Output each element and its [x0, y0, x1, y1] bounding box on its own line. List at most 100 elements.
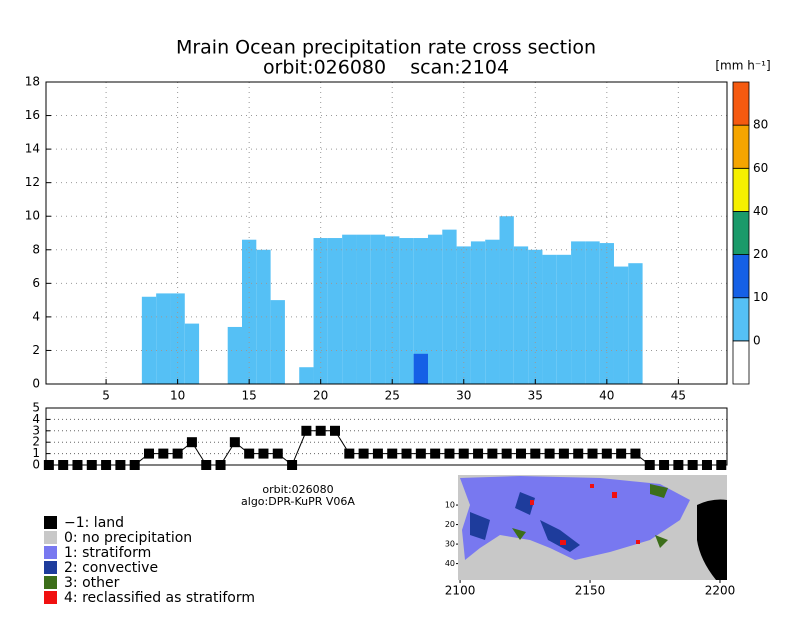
x-tick-label: 2100	[445, 584, 476, 598]
map-image	[458, 475, 727, 580]
y-tick-label: 20	[445, 520, 455, 529]
colorbar-label: 10	[753, 290, 768, 304]
y-tick-label: 6	[32, 276, 40, 290]
x-tick-label: 15	[242, 389, 257, 403]
y-tick-label: 30	[445, 540, 455, 549]
y-tick-label: 1	[32, 446, 40, 460]
colorbar-segment	[732, 340, 750, 385]
rain-column	[170, 293, 185, 384]
type-marker	[430, 448, 441, 459]
colorbar-segment	[732, 81, 750, 126]
rain-column	[227, 326, 243, 384]
chart-subtitle: orbit:026080 scan:2104	[263, 57, 509, 79]
y-tick-label: 4	[32, 309, 40, 323]
type-marker	[530, 448, 541, 459]
rain-column	[528, 249, 543, 384]
rain-column	[413, 238, 428, 384]
legend-label: 4: reclassified as stratiform	[64, 590, 255, 606]
type-marker	[229, 437, 240, 448]
rain-column	[571, 241, 586, 384]
colorbar-segment	[732, 124, 750, 169]
type-marker	[272, 448, 283, 459]
rain-column	[399, 238, 414, 384]
legend-label: 3: other	[64, 575, 120, 591]
colorbar-label: 60	[753, 161, 768, 175]
y-tick-label: 14	[25, 142, 40, 156]
x-tick-label: 30	[456, 389, 471, 403]
type-marker	[401, 448, 412, 459]
rain-column	[242, 239, 257, 384]
x-tick-label: 40	[599, 389, 614, 403]
rain-column	[299, 367, 314, 384]
legend-swatch	[44, 546, 57, 559]
rain-column	[628, 263, 643, 384]
rain-column	[313, 238, 328, 384]
type-marker	[573, 448, 584, 459]
type-marker	[301, 425, 312, 436]
y-tick-label: 2	[32, 343, 40, 357]
rain-column	[141, 296, 157, 384]
rain-column	[256, 249, 271, 384]
type-marker	[315, 425, 326, 436]
type-marker	[458, 448, 469, 459]
y-tick-label: 40	[445, 559, 455, 568]
orbit-info: orbit:026080	[262, 483, 333, 496]
colorbar-segment	[732, 254, 750, 299]
y-tick-label: 0	[32, 458, 40, 472]
colorbar-segment	[732, 167, 750, 212]
type-marker	[558, 448, 569, 459]
legend-label: 0: no precipitation	[64, 530, 192, 546]
rain-column	[470, 241, 486, 384]
type-marker	[387, 448, 398, 459]
type-marker	[544, 448, 555, 459]
y-tick-label: 18	[25, 75, 40, 89]
colorbar-unit: [mm h⁻¹]	[715, 59, 770, 73]
rain-column	[613, 266, 629, 384]
y-tick-label: 3	[32, 423, 40, 437]
rain-column	[156, 293, 171, 384]
colorbar-label: 80	[753, 118, 768, 132]
y-tick-label: 8	[32, 242, 40, 256]
type-marker	[487, 448, 498, 459]
type-marker	[501, 448, 512, 459]
x-tick-label: 2200	[705, 584, 736, 598]
x-tick-label: 35	[528, 389, 543, 403]
rain-column	[342, 234, 357, 384]
rain-column	[599, 243, 614, 384]
y-tick-label: 12	[25, 175, 40, 189]
y-tick-label: 5	[32, 401, 40, 415]
y-tick-label: 4	[32, 412, 40, 426]
type-line	[48, 430, 722, 466]
type-marker	[186, 437, 197, 448]
rain-column	[542, 254, 557, 384]
type-marker	[344, 448, 355, 459]
rain-column	[556, 254, 572, 384]
y-tick-label: 10	[445, 501, 455, 510]
colorbar-label: 20	[753, 247, 768, 261]
legend-label: 1: stratiform	[64, 545, 151, 561]
rain-column	[456, 246, 471, 384]
rain-column	[385, 236, 400, 384]
plot-frame	[45, 407, 728, 466]
type-marker	[258, 448, 269, 459]
colorbar-label: 40	[753, 204, 768, 218]
legend-swatch	[44, 591, 57, 604]
x-tick-label: 10	[170, 389, 185, 403]
colorbar-segment	[732, 211, 750, 255]
colorbar-segment	[732, 297, 750, 342]
chart-title: Mrain Ocean precipitation rate cross sec…	[176, 37, 596, 59]
type-marker	[172, 448, 183, 459]
x-tick-label: 5	[102, 389, 110, 403]
type-marker	[630, 448, 641, 459]
legend-swatch	[44, 561, 57, 574]
type-marker	[329, 425, 340, 436]
type-marker	[515, 448, 526, 459]
legend-swatch	[44, 516, 57, 529]
legend-swatch	[44, 576, 57, 589]
legend-label: 2: convective	[64, 560, 158, 576]
rain-column	[485, 239, 500, 384]
type-marker	[158, 448, 169, 459]
rain-column	[513, 246, 529, 384]
algo-info: algo:DPR-KuPR V06A	[241, 495, 355, 508]
type-marker	[601, 448, 612, 459]
